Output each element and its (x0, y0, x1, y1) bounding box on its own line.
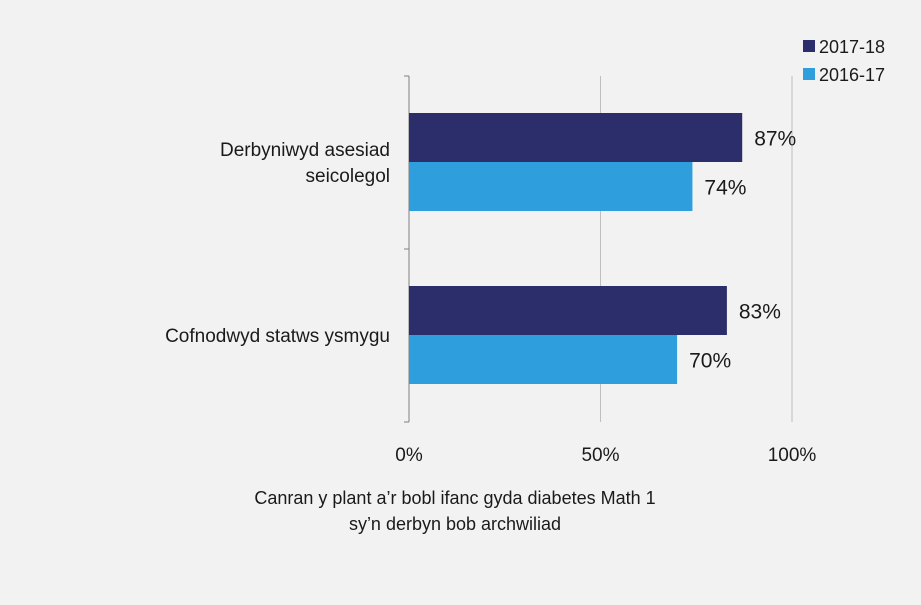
category-label: seicolegol (306, 166, 391, 187)
data-label: 87% (754, 128, 796, 151)
x-tick-label: 100% (768, 445, 817, 466)
bar (409, 113, 743, 162)
x-axis-title: sy’n derbyn bob archwiliad (349, 514, 561, 534)
legend-swatch (803, 40, 815, 52)
category-label: Derbyniwyd asesiad (220, 140, 390, 161)
legend-label: 2017-18 (819, 37, 885, 57)
data-label: 70% (689, 350, 731, 373)
category-label: Cofnodwyd statws ysmygu (165, 326, 390, 347)
legend-label: 2016-17 (819, 65, 885, 85)
x-tick-label: 50% (581, 445, 619, 466)
bar (409, 335, 678, 384)
data-label: 74% (704, 177, 746, 200)
legend-swatch (803, 68, 815, 80)
bar (409, 286, 727, 335)
bar (409, 162, 693, 211)
x-axis-title: Canran y plant a’r bobl ifanc gyda diabe… (254, 488, 655, 508)
data-label: 83% (739, 301, 781, 324)
x-tick-label: 0% (395, 445, 423, 466)
